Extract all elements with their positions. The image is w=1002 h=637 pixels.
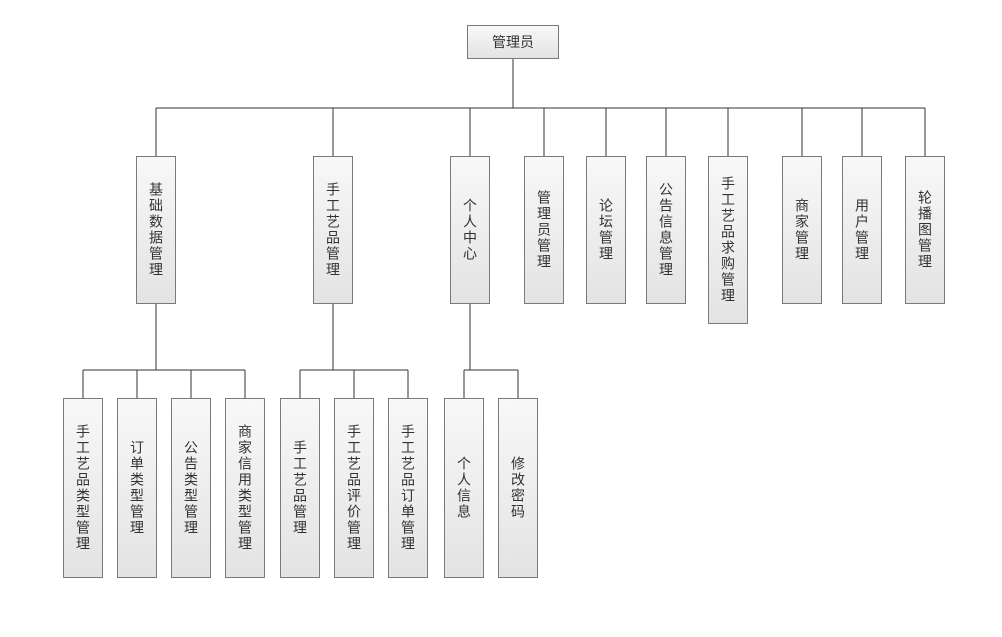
tree-node-b4: 商家信用类型管理	[225, 398, 265, 578]
tree-node-l2_req: 手工艺品求购管理	[708, 156, 748, 324]
tree-node-l2_forum: 论坛管理	[586, 156, 626, 304]
tree-node-b3: 公告类型管理	[171, 398, 211, 578]
tree-node-label: 手工艺品管理	[292, 440, 308, 536]
tree-node-label: 订单类型管理	[129, 440, 145, 536]
tree-node-l2_user: 用户管理	[842, 156, 882, 304]
tree-node-label: 基础数据管理	[148, 182, 164, 278]
tree-node-label: 管理员管理	[536, 190, 552, 270]
tree-node-label: 手工艺品管理	[325, 182, 341, 278]
tree-node-l2_admin: 管理员管理	[524, 156, 564, 304]
tree-node-c3: 手工艺品订单管理	[388, 398, 428, 578]
tree-node-root: 管理员	[467, 25, 559, 59]
tree-node-label: 公告类型管理	[183, 440, 199, 536]
tree-node-label: 修改密码	[510, 456, 526, 520]
tree-node-label: 手工艺品评价管理	[346, 424, 362, 552]
tree-node-c1: 手工艺品管理	[280, 398, 320, 578]
tree-node-c2: 手工艺品评价管理	[334, 398, 374, 578]
tree-node-label: 轮播图管理	[917, 190, 933, 270]
tree-node-b2: 订单类型管理	[117, 398, 157, 578]
tree-node-p2: 修改密码	[498, 398, 538, 578]
tree-node-label: 论坛管理	[598, 198, 614, 262]
tree-node-l2_craft: 手工艺品管理	[313, 156, 353, 304]
tree-node-label: 公告信息管理	[658, 182, 674, 278]
tree-node-b1: 手工艺品类型管理	[63, 398, 103, 578]
tree-node-label: 商家管理	[794, 198, 810, 262]
tree-node-label: 手工艺品类型管理	[75, 424, 91, 552]
tree-node-label: 商家信用类型管理	[237, 424, 253, 552]
tree-node-label: 手工艺品订单管理	[400, 424, 416, 552]
tree-node-label: 管理员	[492, 34, 534, 50]
tree-node-l2_merch: 商家管理	[782, 156, 822, 304]
tree-node-label: 个人信息	[456, 456, 472, 520]
tree-node-l2_base: 基础数据管理	[136, 156, 176, 304]
tree-node-label: 手工艺品求购管理	[720, 176, 736, 304]
tree-node-label: 用户管理	[854, 198, 870, 262]
tree-node-l2_ann: 公告信息管理	[646, 156, 686, 304]
tree-node-p1: 个人信息	[444, 398, 484, 578]
tree-node-l2_pc: 个人中心	[450, 156, 490, 304]
tree-node-label: 个人中心	[462, 198, 478, 262]
tree-node-l2_banner: 轮播图管理	[905, 156, 945, 304]
